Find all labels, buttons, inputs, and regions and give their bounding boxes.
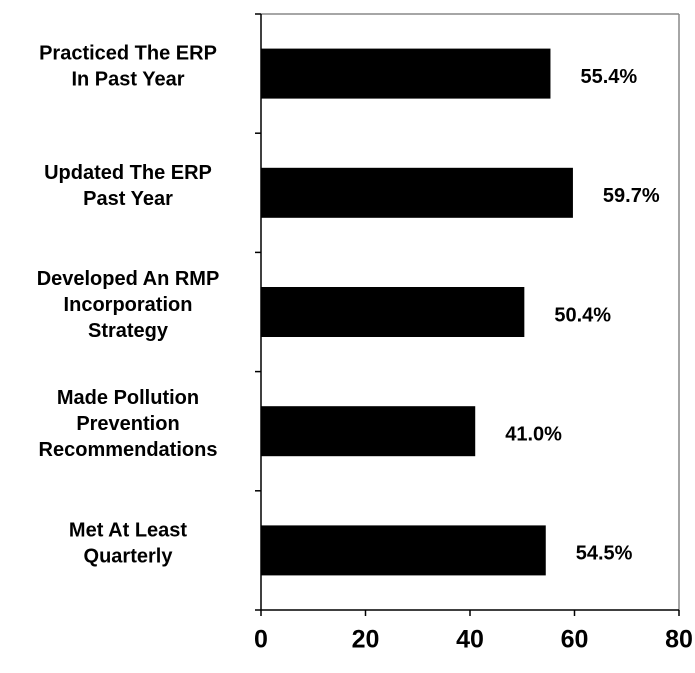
category-line: Incorporation: [64, 294, 193, 316]
category-label: Met At Least Quarterly: [69, 520, 188, 568]
x-tick-label: 40: [456, 626, 484, 654]
value-label: 54.5%: [576, 543, 633, 565]
category-label: Updated The ERP Past Year: [44, 162, 212, 210]
category-line: Developed An RMP: [37, 268, 220, 290]
bar: [261, 525, 546, 576]
value-label: 55.4%: [580, 66, 637, 88]
x-tick-label: 20: [352, 626, 380, 654]
value-label: 59.7%: [603, 185, 660, 207]
bar: [261, 167, 573, 218]
category-line: Updated The ERP: [44, 162, 212, 184]
category-line: Made Pollution: [57, 387, 199, 409]
value-label: 41.0%: [505, 423, 562, 445]
category-line: Met At Least: [69, 520, 188, 542]
category-line: Past Year: [83, 188, 173, 210]
bar: [261, 406, 476, 457]
bar: [261, 48, 551, 99]
bar: [261, 287, 525, 337]
category-line: Practiced The ERP: [39, 43, 217, 65]
category-line: Quarterly: [84, 546, 174, 568]
category-line: Recommendations: [39, 439, 218, 461]
category-line: Prevention: [76, 413, 179, 435]
category-label: Developed An RMP Incorporation Strategy: [37, 268, 220, 342]
x-tick-label: 0: [254, 626, 268, 654]
category-line: Strategy: [88, 320, 169, 342]
category-label: Practiced The ERP In Past Year: [39, 43, 217, 91]
category-label: Made Pollution Prevention Recommendations: [39, 387, 218, 461]
x-tick-label: 60: [561, 626, 589, 654]
category-line: In Past Year: [71, 69, 184, 91]
x-tick-label: 80: [665, 626, 693, 654]
value-label: 50.4%: [554, 304, 611, 326]
